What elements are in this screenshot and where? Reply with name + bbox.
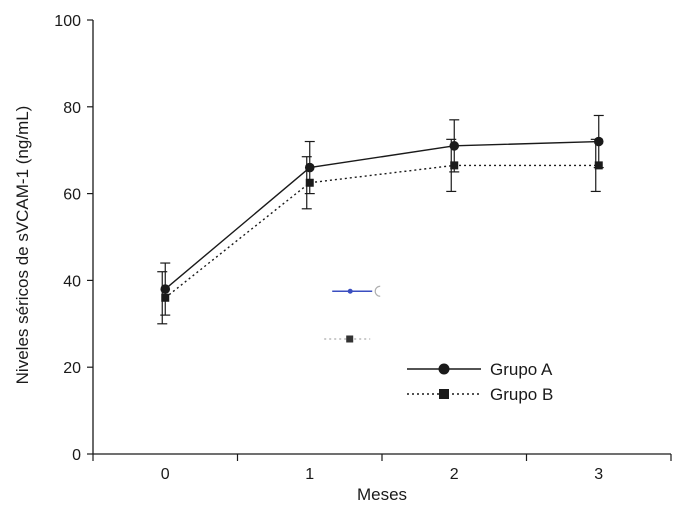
legend-marker (438, 363, 450, 375)
x-axis-title: Meses (357, 485, 407, 504)
legend-label: Grupo A (490, 360, 553, 379)
series-layer (157, 114, 604, 325)
stray-marks (324, 285, 381, 343)
stray-mark (332, 285, 381, 297)
y-tick-label: 20 (63, 360, 81, 377)
x-tick-label: 2 (450, 466, 459, 483)
y-tick-label: 80 (63, 100, 81, 117)
legend-item-grupo-a: Grupo A (407, 360, 553, 379)
legend-item-grupo-b: Grupo B (407, 385, 553, 404)
y-tick-label: 100 (54, 13, 81, 30)
stray-point (346, 335, 354, 343)
series-grupo-a (160, 114, 604, 316)
data-point (305, 178, 314, 187)
data-point (450, 161, 459, 170)
y-tick-label: 40 (63, 273, 81, 290)
data-point (161, 293, 170, 302)
stray-arc (374, 285, 381, 297)
x-tick-label: 1 (305, 466, 314, 483)
series-grupo-b (157, 138, 603, 325)
series-line (164, 164, 599, 299)
stray-point (347, 288, 353, 294)
x-tick-label: 0 (161, 466, 170, 483)
x-tick-label: 3 (594, 466, 603, 483)
legend: Grupo A Grupo B (407, 360, 553, 404)
axes: 0 20 40 60 80 100 0 1 2 3 (54, 13, 672, 483)
stray-mark (324, 335, 371, 343)
y-tick-label: 60 (63, 187, 81, 204)
legend-label: Grupo B (490, 385, 553, 404)
y-tick-label: 0 (72, 447, 81, 464)
legend-marker (439, 389, 449, 399)
data-point (594, 161, 603, 170)
data-point (160, 284, 171, 294)
series-line (164, 140, 599, 290)
y-axis-title: Niveles séricos de sVCAM-1 (ng/mL) (13, 106, 32, 385)
